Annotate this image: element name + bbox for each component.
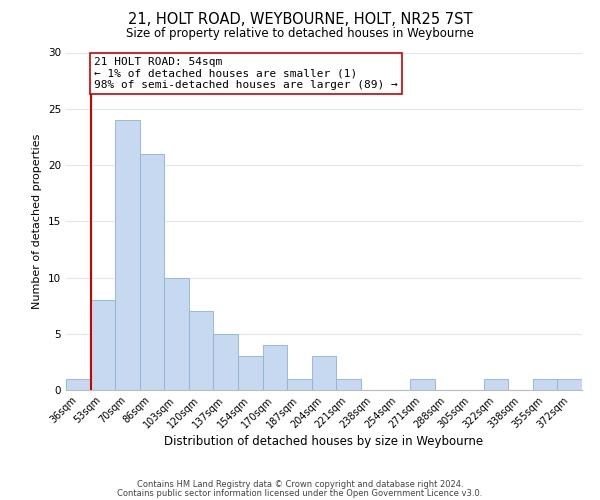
Bar <box>533 379 557 390</box>
Bar <box>312 356 336 390</box>
Text: Size of property relative to detached houses in Weybourne: Size of property relative to detached ho… <box>126 28 474 40</box>
Bar <box>189 311 214 390</box>
Bar <box>557 379 582 390</box>
Bar <box>263 345 287 390</box>
Bar <box>91 300 115 390</box>
X-axis label: Distribution of detached houses by size in Weybourne: Distribution of detached houses by size … <box>164 436 484 448</box>
Y-axis label: Number of detached properties: Number of detached properties <box>32 134 43 309</box>
Bar <box>164 278 189 390</box>
Bar <box>115 120 140 390</box>
Bar <box>66 379 91 390</box>
Bar <box>410 379 434 390</box>
Text: Contains HM Land Registry data © Crown copyright and database right 2024.: Contains HM Land Registry data © Crown c… <box>137 480 463 489</box>
Bar <box>287 379 312 390</box>
Bar <box>214 334 238 390</box>
Bar <box>336 379 361 390</box>
Text: 21, HOLT ROAD, WEYBOURNE, HOLT, NR25 7ST: 21, HOLT ROAD, WEYBOURNE, HOLT, NR25 7ST <box>128 12 472 28</box>
Bar <box>484 379 508 390</box>
Text: Contains public sector information licensed under the Open Government Licence v3: Contains public sector information licen… <box>118 488 482 498</box>
Bar <box>140 154 164 390</box>
Text: 21 HOLT ROAD: 54sqm
← 1% of detached houses are smaller (1)
98% of semi-detached: 21 HOLT ROAD: 54sqm ← 1% of detached hou… <box>94 57 398 90</box>
Bar <box>238 356 263 390</box>
